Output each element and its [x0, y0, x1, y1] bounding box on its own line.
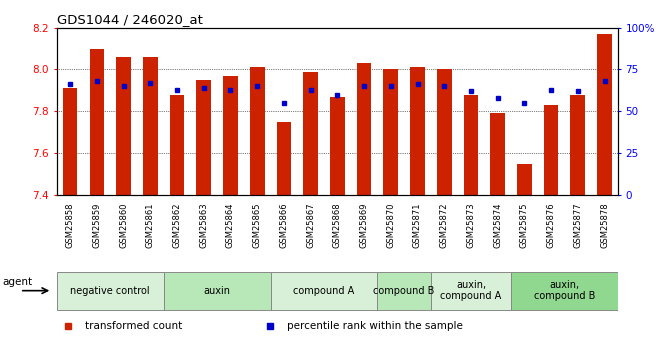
Bar: [544, 105, 558, 195]
Bar: [570, 95, 585, 195]
Text: compound B: compound B: [373, 286, 435, 296]
Bar: [357, 63, 371, 195]
Bar: [90, 49, 104, 195]
Text: compound A: compound A: [293, 286, 355, 296]
Text: agent: agent: [3, 277, 33, 287]
FancyBboxPatch shape: [164, 272, 271, 310]
Text: auxin: auxin: [204, 286, 230, 296]
FancyBboxPatch shape: [511, 272, 618, 310]
Bar: [196, 80, 211, 195]
Text: percentile rank within the sample: percentile rank within the sample: [287, 321, 463, 331]
Bar: [410, 67, 425, 195]
FancyBboxPatch shape: [431, 272, 511, 310]
Text: auxin,
compound B: auxin, compound B: [534, 280, 595, 302]
FancyBboxPatch shape: [271, 272, 377, 310]
Bar: [437, 69, 452, 195]
Text: transformed count: transformed count: [85, 321, 182, 331]
Bar: [383, 69, 398, 195]
Bar: [303, 71, 318, 195]
Bar: [170, 95, 184, 195]
Bar: [63, 88, 77, 195]
Bar: [464, 95, 478, 195]
Bar: [597, 34, 612, 195]
Bar: [517, 164, 532, 195]
Bar: [490, 114, 505, 195]
Bar: [277, 122, 291, 195]
Text: auxin,
compound A: auxin, compound A: [440, 280, 502, 302]
Bar: [250, 67, 265, 195]
Bar: [330, 97, 345, 195]
Text: negative control: negative control: [70, 286, 150, 296]
Text: GDS1044 / 246020_at: GDS1044 / 246020_at: [57, 13, 202, 27]
FancyBboxPatch shape: [377, 272, 431, 310]
Bar: [143, 57, 158, 195]
Bar: [223, 76, 238, 195]
Bar: [116, 57, 131, 195]
FancyBboxPatch shape: [57, 272, 164, 310]
